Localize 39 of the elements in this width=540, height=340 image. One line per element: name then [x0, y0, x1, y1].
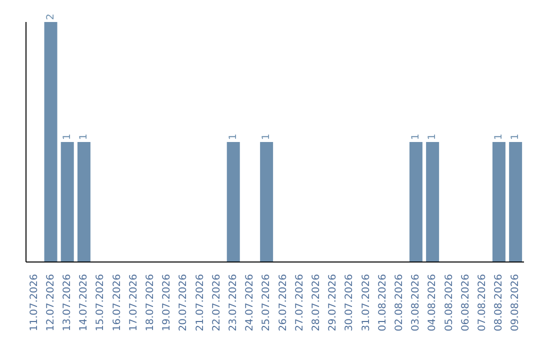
x-tick-label: 16.07.2026 — [112, 274, 123, 332]
data-label: 1 — [510, 134, 522, 140]
x-tick-label: 06.08.2026 — [460, 274, 472, 332]
x-tick-label: 27.07.2026 — [294, 274, 306, 332]
data-label: 2 — [45, 14, 56, 20]
x-tick-label: 09.08.2026 — [510, 274, 522, 332]
x-tick-label: 25.07.2026 — [261, 274, 272, 332]
x-tick-label: 18.07.2026 — [145, 274, 156, 332]
data-label: 1 — [493, 134, 504, 140]
x-tick-label: 08.08.2026 — [494, 274, 505, 332]
data-label: 1 — [228, 134, 239, 140]
data-label: 1 — [261, 134, 272, 140]
x-tick-label: 14.07.2026 — [78, 274, 90, 332]
x-tick-label: 24.07.2026 — [244, 274, 256, 332]
x-tick-label: 22.07.2026 — [211, 274, 222, 332]
data-label: 1 — [78, 134, 90, 140]
x-tick-label: 17.07.2026 — [128, 274, 140, 332]
x-tick-label: 01.08.2026 — [377, 274, 388, 332]
x-tick-label: 02.08.2026 — [394, 274, 405, 332]
x-tick-label: 29.07.2026 — [328, 274, 339, 332]
data-label: 1 — [62, 134, 73, 140]
x-tick-label: 21.07.2026 — [194, 274, 206, 332]
x-tick-label: 03.08.2026 — [410, 274, 422, 332]
x-tick-label: 05.08.2026 — [444, 274, 455, 332]
x-tick-label: 20.07.2026 — [178, 274, 190, 332]
x-tick-label: 13.07.2026 — [62, 274, 73, 332]
x-tick-label: 31.07.2026 — [360, 274, 372, 332]
x-tick-label: 23.07.2026 — [228, 274, 239, 332]
x-tick-label: 19.07.2026 — [162, 274, 173, 332]
x-tick-label: 30.07.2026 — [344, 274, 356, 332]
x-tick-label: 12.07.2026 — [45, 274, 56, 332]
data-label: 1 — [427, 134, 438, 140]
x-tick-label: 28.07.2026 — [311, 274, 322, 332]
x-tick-label: 11.07.2026 — [28, 274, 40, 332]
x-tick-label: 04.08.2026 — [427, 274, 438, 332]
x-tick-label: 26.07.2026 — [278, 274, 289, 332]
x-tick-label: 15.07.2026 — [95, 274, 106, 332]
x-tick-label: 07.08.2026 — [477, 274, 488, 332]
data-label: 1 — [410, 134, 422, 140]
